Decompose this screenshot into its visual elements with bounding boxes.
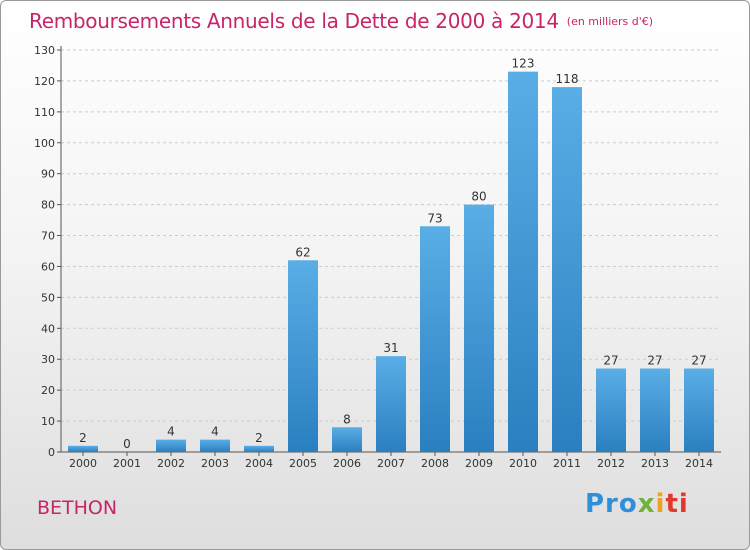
x-tick-label-2008: 2008	[421, 457, 449, 470]
y-tick-label-100: 100	[34, 137, 55, 150]
y-tick-label-40: 40	[41, 322, 55, 335]
y-tick-label-0: 0	[48, 446, 55, 459]
city-name: BETHON	[37, 497, 118, 519]
bars	[68, 71, 714, 453]
x-tick-label-2001: 2001	[113, 457, 141, 470]
value-label-2008: 73	[427, 211, 442, 225]
x-tick-label-2013: 2013	[641, 457, 669, 470]
y-tick-label-30: 30	[41, 353, 55, 366]
chart-unit-note: (en milliers d'€)	[566, 15, 654, 28]
y-tick-label-10: 10	[41, 415, 55, 428]
y-tick-label-60: 60	[41, 260, 55, 273]
x-tick-label-2010: 2010	[509, 457, 537, 470]
bar-2012	[596, 368, 626, 452]
value-label-2012: 27	[603, 354, 618, 368]
logo-part-3: i	[655, 489, 666, 519]
x-tick-label-2003: 2003	[201, 457, 229, 470]
y-tick-labels: 0 10 20 30 40 50 60 70 80 90 100 110 120 130	[34, 44, 55, 459]
bar-2007	[376, 356, 406, 452]
bar-2000	[68, 445, 98, 452]
y-tick-label-50: 50	[41, 291, 55, 304]
bar-2003	[200, 439, 230, 452]
y-tick-label-120: 120	[34, 75, 55, 88]
x-tick-label-2000: 2000	[69, 457, 97, 470]
value-labels: 2 0 4 4 2 62 8 31 73 80 123 118 27 27 27	[79, 57, 706, 451]
x-tick-label-2002: 2002	[157, 457, 185, 470]
y-tick-label-130: 130	[34, 44, 55, 57]
bar-2014	[684, 368, 714, 452]
x-tick-label-2006: 2006	[333, 457, 361, 470]
value-label-2001: 0	[123, 437, 131, 451]
logo-part-2: x	[637, 489, 656, 519]
chart-title: Remboursements Annuels de la Dette de 20…	[29, 9, 653, 33]
value-label-2000: 2	[79, 431, 87, 445]
value-label-2013: 27	[647, 354, 662, 368]
y-tick-label-80: 80	[41, 199, 55, 212]
bar-2004	[244, 445, 274, 452]
x-tick-label-2009: 2009	[465, 457, 493, 470]
bar-2009	[464, 204, 494, 452]
bar-2008	[420, 226, 450, 452]
x-tick-label-2004: 2004	[245, 457, 273, 470]
value-label-2006: 8	[343, 412, 351, 426]
x-tick-label-2007: 2007	[377, 457, 405, 470]
bar-2005	[288, 260, 318, 452]
x-tick-labels: 2000 2001 2002 2003 2004 2005 2006 2007 2008 2009…	[69, 457, 713, 470]
x-tick-label-2011: 2011	[553, 457, 581, 470]
chart-title-text: Remboursements Annuels de la Dette de 20…	[29, 9, 559, 33]
bar-2010	[508, 71, 538, 453]
x-tick-label-2012: 2012	[597, 457, 625, 470]
bar-2006	[332, 427, 362, 452]
bar-2002	[156, 439, 186, 452]
proxiti-logo: Proxiti	[585, 489, 689, 519]
y-tick-label-110: 110	[34, 106, 55, 119]
value-label-2004: 2	[255, 431, 263, 445]
value-label-2003: 4	[211, 425, 219, 439]
value-label-2009: 80	[471, 190, 486, 204]
bar-2013	[640, 368, 670, 452]
value-label-2005: 62	[295, 245, 310, 259]
value-label-2011: 118	[556, 72, 579, 86]
bar-2011	[552, 87, 582, 452]
x-tick-label-2014: 2014	[685, 457, 713, 470]
x-tick-label-2005: 2005	[289, 457, 317, 470]
value-label-2002: 4	[167, 425, 175, 439]
value-label-2007: 31	[383, 341, 398, 355]
value-label-2014: 27	[691, 354, 706, 368]
y-tick-label-90: 90	[41, 168, 55, 181]
logo-part-1: Pro	[585, 489, 638, 519]
y-tick-label-70: 70	[41, 230, 55, 243]
logo-part-4: ti	[665, 489, 689, 519]
value-label-2010: 123	[512, 57, 535, 71]
y-tick-label-20: 20	[41, 384, 55, 397]
